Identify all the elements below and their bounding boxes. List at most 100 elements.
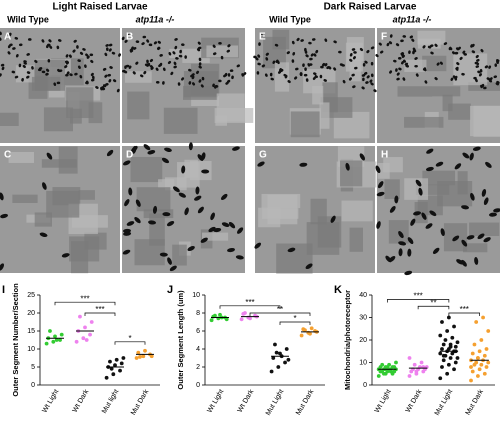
y-tick-label: 10 bbox=[359, 359, 367, 366]
data-point bbox=[445, 371, 450, 376]
texture bbox=[340, 160, 363, 187]
texture bbox=[377, 162, 390, 179]
texture bbox=[349, 227, 363, 252]
granule bbox=[461, 205, 470, 210]
granule bbox=[365, 81, 369, 84]
granule bbox=[471, 50, 476, 54]
data-point bbox=[412, 362, 417, 367]
granule bbox=[401, 54, 405, 58]
granule bbox=[192, 82, 196, 86]
granule bbox=[461, 72, 465, 76]
granule bbox=[149, 59, 154, 63]
granule bbox=[85, 53, 89, 57]
data-point bbox=[452, 324, 456, 329]
data-point bbox=[308, 331, 312, 336]
texture bbox=[70, 241, 89, 274]
x-tick-label: Wt Dark bbox=[72, 388, 91, 414]
granule bbox=[155, 81, 160, 84]
granule bbox=[395, 43, 400, 47]
granule bbox=[483, 237, 491, 243]
granule bbox=[121, 69, 126, 73]
granule bbox=[49, 45, 53, 49]
significance-label: *** bbox=[95, 305, 104, 314]
granule bbox=[232, 146, 240, 151]
granule bbox=[78, 65, 81, 69]
granule bbox=[149, 65, 154, 69]
granule bbox=[196, 70, 200, 75]
data-point bbox=[136, 350, 141, 355]
texture bbox=[43, 107, 74, 132]
granule bbox=[400, 39, 404, 43]
data-point bbox=[482, 353, 487, 358]
texture bbox=[31, 76, 61, 91]
granule bbox=[315, 49, 319, 54]
granule bbox=[132, 71, 136, 75]
axis-title: Mitochondria/photoreceptor bbox=[343, 290, 352, 390]
granule bbox=[278, 70, 282, 74]
panel-letter: A bbox=[4, 32, 11, 43]
data-point bbox=[476, 356, 480, 360]
granule bbox=[456, 259, 464, 265]
granule bbox=[413, 211, 422, 216]
granule bbox=[402, 77, 406, 81]
granule bbox=[162, 81, 165, 85]
granule bbox=[159, 252, 168, 257]
granule bbox=[296, 37, 300, 42]
texture bbox=[206, 45, 239, 58]
data-point bbox=[441, 358, 446, 363]
axis-title: Outer Segment Number/Section bbox=[11, 283, 20, 397]
granule bbox=[449, 46, 453, 51]
granule bbox=[201, 169, 210, 174]
granule bbox=[124, 39, 128, 43]
data-point bbox=[84, 338, 89, 342]
granule bbox=[299, 72, 303, 76]
data-point bbox=[479, 338, 484, 342]
granule bbox=[493, 75, 498, 79]
panel-letter: B bbox=[126, 32, 133, 43]
data-point bbox=[448, 344, 453, 349]
granule bbox=[457, 46, 461, 50]
granule bbox=[475, 78, 478, 83]
granule bbox=[0, 31, 2, 36]
granule bbox=[135, 40, 140, 43]
header: Light Raised Larvae bbox=[52, 2, 147, 13]
granule bbox=[373, 89, 377, 93]
panel-letter: D bbox=[126, 150, 133, 161]
granule bbox=[370, 82, 374, 86]
granule bbox=[72, 49, 76, 53]
x-tick-label: Wt Dark bbox=[237, 388, 256, 414]
granule bbox=[170, 71, 174, 76]
texture bbox=[58, 146, 78, 174]
granule bbox=[104, 74, 108, 78]
granule bbox=[74, 72, 78, 76]
granule bbox=[22, 64, 26, 69]
granule bbox=[426, 148, 434, 154]
granule bbox=[424, 80, 428, 84]
data-point bbox=[448, 356, 453, 360]
granule bbox=[257, 62, 261, 66]
granule bbox=[214, 84, 219, 88]
granule bbox=[79, 74, 83, 79]
data-point bbox=[392, 365, 397, 369]
granule bbox=[123, 160, 131, 166]
data-point bbox=[446, 362, 451, 367]
granule bbox=[15, 53, 19, 58]
data-point bbox=[440, 347, 444, 351]
texture bbox=[415, 184, 450, 195]
granule bbox=[404, 62, 409, 66]
data-point bbox=[276, 365, 281, 369]
granule bbox=[362, 77, 365, 82]
data-point bbox=[309, 326, 314, 331]
texture bbox=[8, 151, 35, 163]
granule bbox=[354, 66, 358, 70]
granule bbox=[483, 197, 489, 206]
granule bbox=[107, 73, 111, 77]
granule bbox=[364, 60, 368, 64]
granule bbox=[295, 67, 299, 71]
granule bbox=[9, 43, 13, 47]
granule bbox=[184, 207, 189, 216]
granule bbox=[142, 35, 147, 39]
data-point bbox=[88, 332, 92, 337]
texture bbox=[258, 207, 281, 228]
x-tick-label: Mut Dark bbox=[465, 388, 486, 417]
